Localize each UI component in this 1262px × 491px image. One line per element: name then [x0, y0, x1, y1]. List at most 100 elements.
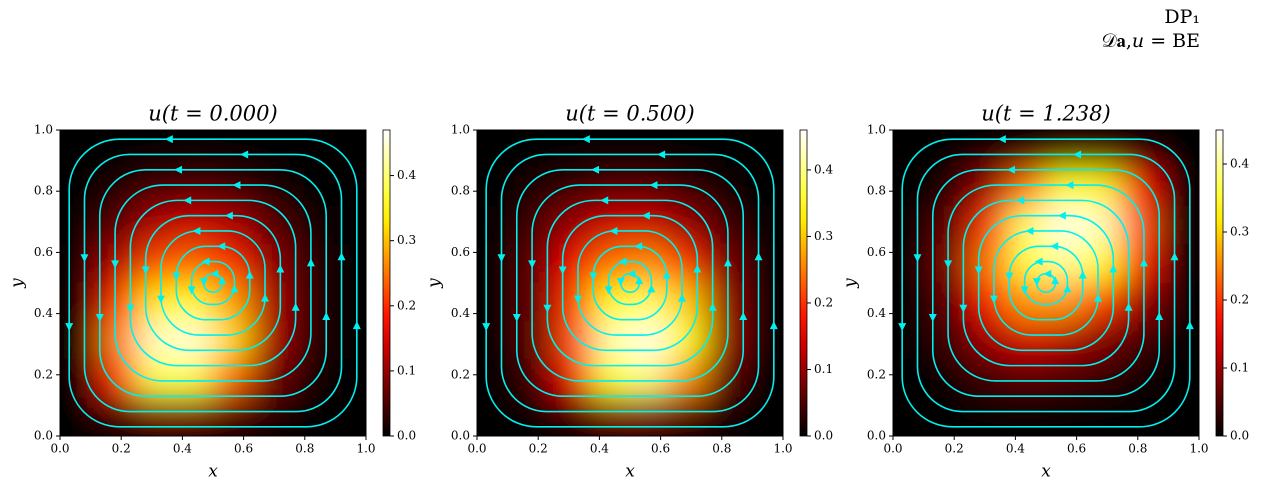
- heat-cell: [1160, 244, 1199, 284]
- heat-cell: [327, 244, 366, 284]
- streamline: [83, 153, 343, 413]
- stream-arrow: [1057, 211, 1066, 220]
- heat-cell: [212, 244, 252, 284]
- y-tick-label: 0.6: [867, 245, 886, 259]
- stream-arrow: [589, 272, 598, 281]
- stream-arrow: [337, 252, 346, 261]
- streamline: [129, 199, 297, 367]
- x-tick-label: 1.0: [773, 442, 792, 456]
- stream-arrow: [230, 284, 239, 293]
- stream-arrow: [217, 242, 226, 251]
- x-axis-label: x: [625, 462, 635, 482]
- stream-arrow: [635, 276, 644, 285]
- streamline: [916, 153, 1176, 413]
- heat-cell: [1160, 397, 1199, 436]
- heat-cell: [1045, 244, 1085, 284]
- stream-arrow: [543, 304, 552, 313]
- stream-arrow: [754, 252, 763, 261]
- heat-cell: [629, 130, 669, 169]
- x-tick-label: 0.0: [883, 442, 902, 456]
- heat-cell: [514, 359, 554, 399]
- y-axis-label: y: [425, 278, 445, 289]
- heat-cell: [930, 359, 970, 399]
- heatmap-cells: [60, 130, 366, 436]
- stream-arrow: [1094, 293, 1103, 302]
- heat-cell: [212, 320, 252, 360]
- stream-arrow: [172, 272, 181, 281]
- y-tick-label: 0.0: [867, 429, 886, 443]
- heat-cell: [289, 167, 329, 207]
- stream-arrow: [187, 286, 196, 295]
- heat-cell: [477, 206, 516, 246]
- heat-cell: [744, 397, 783, 436]
- stream-arrow: [482, 323, 491, 332]
- y-tick-label: 1.0: [451, 123, 470, 137]
- cbar-tick-label: 0.4: [1230, 157, 1249, 171]
- x-tick-label: 0.6: [1067, 442, 1086, 456]
- stream-arrow: [1051, 276, 1060, 285]
- y-tick-label: 0.8: [34, 184, 53, 198]
- stream-arrow: [769, 321, 778, 330]
- heat-cell: [893, 282, 932, 322]
- heat-cell: [553, 130, 593, 169]
- y-tick-label: 0.2: [451, 367, 470, 381]
- heat-cell: [553, 244, 593, 284]
- x-tick-label: 0.4: [590, 442, 609, 456]
- stream-arrow: [898, 323, 907, 332]
- stream-arrow: [959, 304, 968, 313]
- streamline: [947, 184, 1145, 382]
- stream-arrow: [232, 181, 241, 190]
- heat-cell: [174, 397, 214, 436]
- heat-cell: [893, 206, 932, 246]
- stream-arrow: [210, 269, 219, 278]
- stream-arrow: [708, 302, 717, 311]
- x-axis-label: x: [208, 462, 218, 482]
- stream-arrow: [1170, 252, 1179, 261]
- heat-cell: [667, 206, 707, 246]
- heatmap: [60, 130, 366, 436]
- y-tick-label: 0.2: [867, 367, 886, 381]
- x-tick-label: 0.8: [1128, 442, 1147, 456]
- cbar-tick-label: 0.3: [397, 233, 416, 247]
- stream-arrow: [245, 270, 254, 279]
- heat-cell: [553, 282, 593, 322]
- heat-cell: [136, 397, 176, 436]
- cbar-tick-label: 0.4: [397, 168, 416, 182]
- y-tick-label: 0.4: [34, 306, 53, 320]
- chart-title: u(t = 0.000): [148, 102, 277, 126]
- streamline: [561, 214, 699, 352]
- heatmap-cells: [477, 130, 783, 436]
- streamline: [1023, 260, 1069, 306]
- streamline: [68, 138, 358, 428]
- stream-arrow: [174, 165, 183, 174]
- cbar-tick-label: 0.1: [814, 362, 833, 376]
- heat-cell: [1045, 397, 1085, 436]
- streamline: [485, 138, 775, 428]
- cbar-tick-label: 0.4: [814, 162, 833, 176]
- stream-arrow: [497, 254, 506, 263]
- heat-cell: [60, 397, 99, 436]
- heat-cell: [250, 130, 290, 169]
- cbar-tick-label: 0.2: [814, 295, 833, 309]
- x-axis-label: x: [1041, 462, 1051, 482]
- stream-arrow: [240, 150, 249, 159]
- heat-cell: [744, 206, 783, 246]
- heat-cell: [667, 320, 707, 360]
- y-tick-label: 0.2: [34, 367, 53, 381]
- x-tick-label: 0.0: [467, 442, 486, 456]
- heat-cell: [629, 244, 669, 284]
- heat-cell: [1083, 397, 1123, 436]
- colorbar: [1215, 129, 1224, 437]
- heat-cell: [629, 206, 669, 246]
- heat-cell: [1007, 206, 1047, 246]
- stream-arrow: [141, 266, 150, 275]
- stream-arrow: [322, 311, 331, 320]
- stream-arrow: [352, 321, 361, 330]
- heat-cell: [1007, 397, 1047, 436]
- heat-cell: [591, 206, 631, 246]
- chart-title: u(t = 1.238): [981, 102, 1110, 126]
- stream-arrow: [647, 284, 656, 293]
- heat-cell: [174, 130, 214, 169]
- stream-arrow: [618, 257, 627, 266]
- colorbar: [799, 129, 808, 437]
